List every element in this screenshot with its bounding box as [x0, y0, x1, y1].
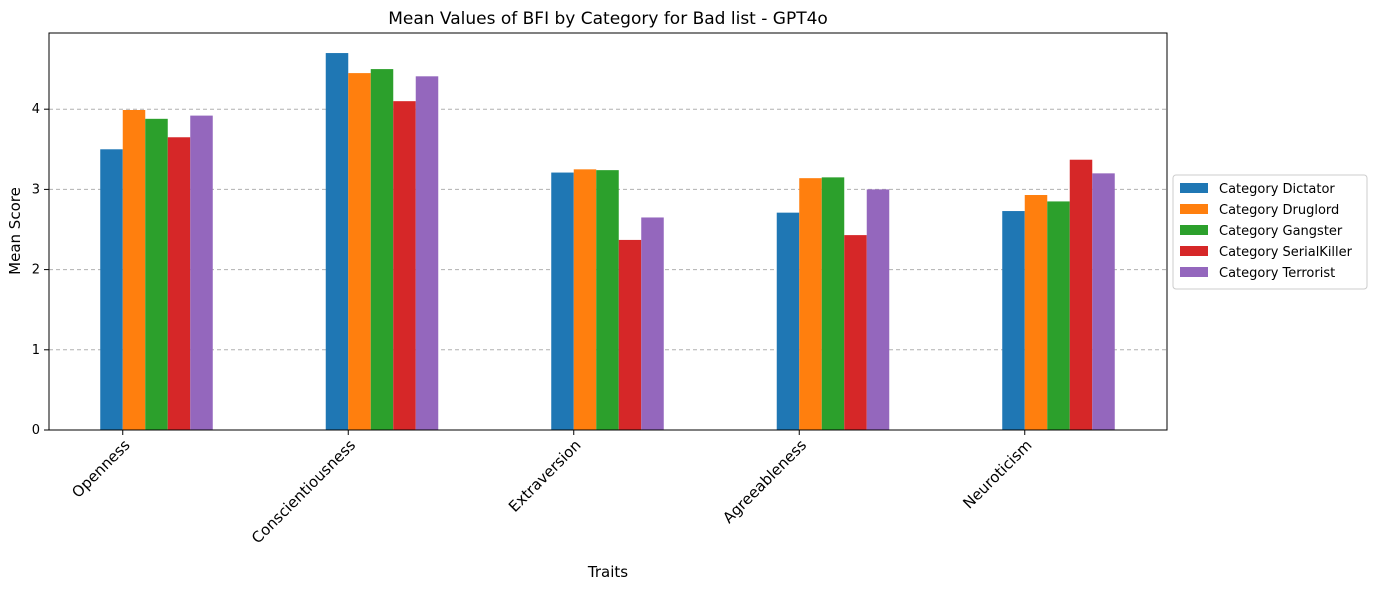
x-tick-label: Conscientiousness: [248, 436, 359, 547]
x-tick-label: Extraversion: [505, 436, 585, 516]
y-tick-label: 3: [32, 182, 40, 197]
legend-swatch: [1180, 204, 1208, 214]
bar: [1069, 159, 1093, 431]
bar: [776, 212, 800, 430]
x-tick-label: Neuroticism: [959, 436, 1035, 512]
legend-swatch: [1180, 183, 1208, 193]
legend-label: Category Gangster: [1219, 224, 1343, 239]
y-tick-label: 4: [32, 102, 40, 117]
bar: [1002, 211, 1025, 430]
bar: [618, 239, 642, 430]
bar: [821, 177, 845, 430]
y-tick-label: 2: [32, 263, 40, 278]
x-axis-label: Traits: [587, 563, 628, 581]
bar: [596, 170, 619, 431]
legend: Category Dictator Category Druglord Catego…: [1172, 174, 1368, 290]
bar: [325, 53, 349, 430]
x-tick-label: Agreeableness: [719, 436, 810, 527]
bar: [190, 115, 213, 430]
x-tick-label: Openness: [68, 436, 133, 501]
bar: [641, 217, 664, 430]
bar: [393, 101, 416, 430]
bar: [799, 178, 822, 430]
bar: [844, 235, 867, 430]
gridlines: [49, 108, 1167, 351]
bar: [1047, 201, 1070, 430]
bar: [167, 137, 191, 430]
legend-label: Category Dictator: [1219, 182, 1335, 197]
legend-box: [1172, 174, 1368, 290]
bar: [370, 69, 394, 430]
legend-label: Category Druglord: [1219, 203, 1339, 218]
bar: [1092, 173, 1115, 431]
bar: [866, 189, 890, 430]
bars: [100, 53, 1115, 431]
bar: [122, 109, 146, 430]
x-axis: Openness Conscientiousness Extraversion Agr…: [68, 430, 1036, 547]
bar: [551, 172, 574, 430]
y-tick-label: 1: [32, 343, 40, 358]
y-tick-label: 0: [32, 423, 40, 438]
legend-swatch: [1180, 267, 1208, 277]
legend-swatch: [1180, 246, 1208, 256]
legend-label: Category Terrorist: [1219, 266, 1335, 281]
bar: [573, 169, 597, 430]
bar: [1024, 195, 1048, 430]
y-axis-label: Mean Score: [6, 187, 24, 275]
bar: [415, 76, 439, 431]
bar: [145, 118, 168, 430]
legend-label: Category SerialKiller: [1219, 245, 1353, 260]
bar: [348, 73, 371, 430]
chart-title: Mean Values of BFI by Category for Bad l…: [388, 9, 828, 29]
legend-swatch: [1180, 225, 1208, 235]
plot-frame: [48, 32, 1168, 431]
bar: [100, 149, 123, 431]
y-axis: 0 1 2 3 4: [32, 102, 49, 438]
